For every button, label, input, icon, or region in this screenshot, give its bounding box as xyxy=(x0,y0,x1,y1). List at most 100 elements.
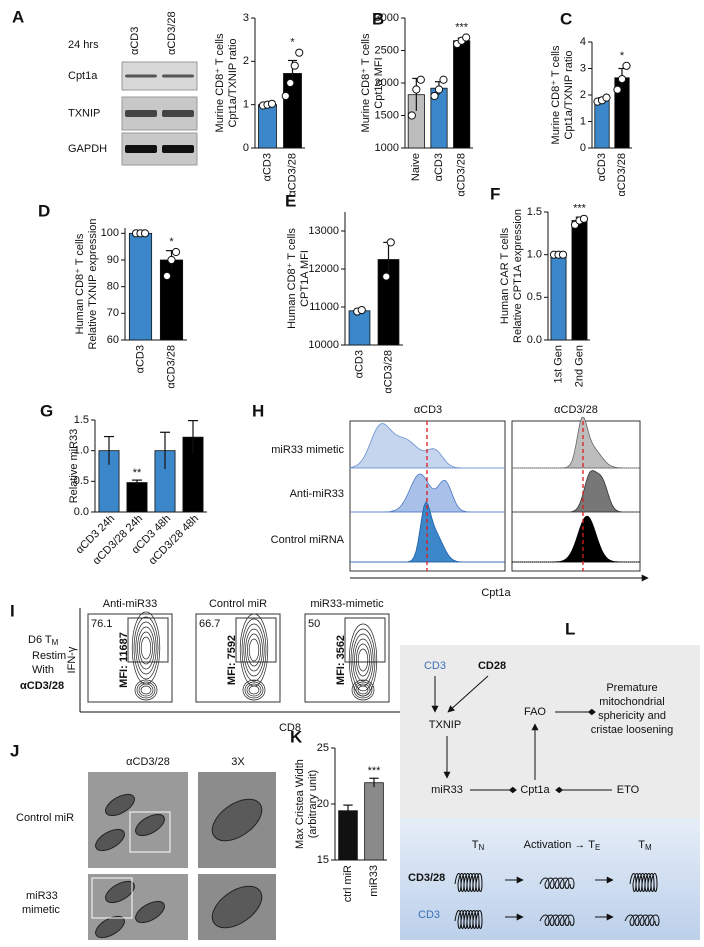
column-label: 3X xyxy=(231,756,245,768)
row-label: Anti-miR33 xyxy=(290,488,344,500)
data-point xyxy=(430,91,439,101)
x-tick-label: αCD3 xyxy=(353,350,365,378)
data-point xyxy=(357,305,366,315)
state-label: Activation → TE xyxy=(524,839,601,852)
x-tick-label: αCD3 xyxy=(433,153,445,181)
y-tick-label: 0 xyxy=(580,142,586,154)
row-label: CD3/28 xyxy=(408,872,445,884)
blot-band xyxy=(162,145,194,153)
contour xyxy=(353,681,373,699)
histogram xyxy=(512,416,640,469)
side-label-part: D6 T xyxy=(28,634,52,646)
data-point xyxy=(167,255,176,265)
panel-letter: A xyxy=(12,7,24,26)
contour xyxy=(242,679,266,701)
contour xyxy=(136,681,156,699)
side-label: With xyxy=(32,664,54,676)
node: CD3 xyxy=(424,660,446,672)
node: sphericity and xyxy=(598,710,666,722)
panel-letter: E xyxy=(285,191,296,210)
histogram xyxy=(512,470,640,513)
bar xyxy=(453,40,471,149)
data-point xyxy=(171,247,181,257)
data-point xyxy=(281,91,290,101)
contour xyxy=(139,631,153,665)
hist-frame xyxy=(511,420,641,572)
y-tick-label: 90 xyxy=(107,254,119,266)
arrow xyxy=(447,675,489,713)
x-tick-label: 2nd Gen xyxy=(573,345,585,387)
y-tick-label: 1 xyxy=(580,115,586,127)
blot-band xyxy=(125,74,157,78)
column-label: αCD3/28 xyxy=(126,756,170,768)
y-axis-label: (arbitrary unit) xyxy=(307,770,319,838)
data-point xyxy=(617,75,627,84)
panel-letter: G xyxy=(40,401,53,420)
contour xyxy=(246,683,262,697)
lane-label: αCD3 xyxy=(129,27,141,55)
plot-title: Anti-miR33 xyxy=(103,598,157,610)
side-label: Restim xyxy=(32,650,66,662)
coil xyxy=(454,910,483,929)
state-label: TN xyxy=(472,839,485,852)
y-axis-label: Human CAR T cells xyxy=(499,227,511,324)
y-axis-label: Relative CPT1A expression xyxy=(512,209,524,343)
y-axis-label: Human CD8⁺ T cells xyxy=(286,228,298,329)
row-label: miR33 mimetic xyxy=(271,444,344,456)
side-label: αCD3/28 xyxy=(20,680,64,692)
contour xyxy=(351,679,375,701)
y-tick-label: 1 xyxy=(243,99,249,111)
state-sub: M xyxy=(645,843,652,852)
mitochondrion xyxy=(211,798,263,842)
y-tick-label: 3 xyxy=(580,62,586,74)
y-tick-label: 100 xyxy=(101,227,119,239)
blot-band xyxy=(162,110,194,117)
y-tick-label: 1.5 xyxy=(74,414,89,426)
histogram xyxy=(512,515,640,563)
y-tick-label: 10000 xyxy=(308,339,339,351)
mitochondrion xyxy=(95,828,125,852)
y-tick-label: 2 xyxy=(580,89,586,101)
y-axis-label: Cpt1a/TXNIP ratio xyxy=(227,38,239,127)
state-sub: E xyxy=(595,843,600,852)
y-axis-label: Murine CD8⁺ T cells xyxy=(360,33,372,132)
x-axis-label: Cpt1a xyxy=(481,587,511,599)
row-label: mimetic xyxy=(22,904,60,916)
panel-letter: K xyxy=(290,727,303,746)
y-tick-label: 1500 xyxy=(375,109,399,121)
significance: * xyxy=(620,50,625,62)
side-label: D6 TM xyxy=(28,634,59,647)
y-axis-label: Cpt1a MFI xyxy=(373,57,385,108)
node: miR33 xyxy=(431,784,463,796)
data-point xyxy=(286,78,295,88)
state-base: T xyxy=(638,839,645,851)
data-point xyxy=(613,85,622,94)
coil xyxy=(539,877,575,889)
contour xyxy=(356,643,370,677)
bar xyxy=(338,810,358,861)
protein-label: Cpt1a xyxy=(68,70,98,82)
coil xyxy=(629,873,658,892)
y-tick-label: 2000 xyxy=(375,77,399,89)
node: TXNIP xyxy=(429,719,461,731)
y-tick-label: 1.5 xyxy=(527,206,542,218)
significance: *** xyxy=(573,203,587,215)
blot-band xyxy=(125,145,157,153)
y-tick-label: 1.0 xyxy=(74,445,89,457)
x-tick-label: αCD3/28 xyxy=(456,153,468,197)
mitochondrion xyxy=(135,900,165,924)
coil xyxy=(454,873,483,892)
y-tick-label: 70 xyxy=(107,307,119,319)
data-point xyxy=(412,85,421,94)
data-point xyxy=(558,250,568,259)
contour xyxy=(137,626,155,670)
data-point xyxy=(462,33,471,42)
mfi-label: MFI: 11687 xyxy=(118,632,130,688)
data-point xyxy=(382,272,391,281)
protein-label: TXNIP xyxy=(68,107,100,119)
node: ETO xyxy=(617,784,640,796)
y-tick-label: 0 xyxy=(243,142,249,154)
x-tick-label: Naive xyxy=(410,153,422,181)
mitochondrion xyxy=(105,793,135,817)
